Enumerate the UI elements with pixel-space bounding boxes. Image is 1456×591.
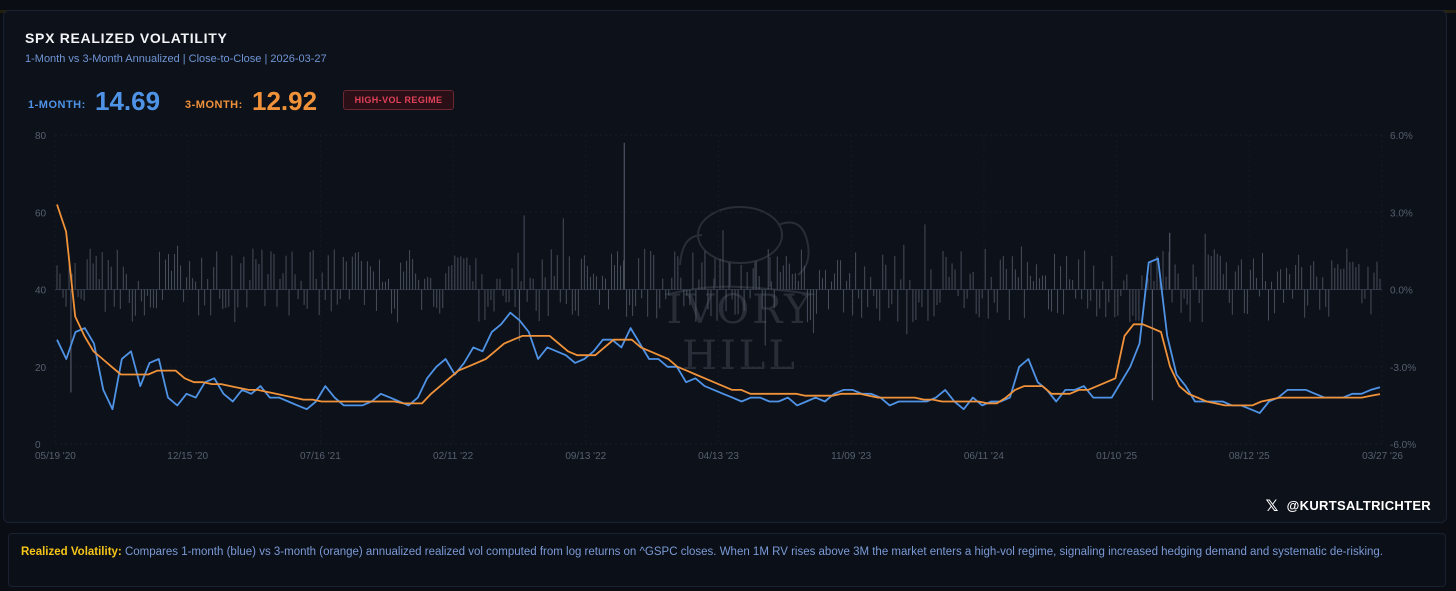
one_month-line xyxy=(56,257,1381,415)
x-tick-label: 03/27 '26 xyxy=(1362,451,1403,462)
x-tick-label: 02/11 '22 xyxy=(433,451,474,462)
y-left-tick-label: 80 xyxy=(35,131,47,142)
y-right-tick-label: -6.0% xyxy=(1390,440,1416,451)
description-key: Realized Volatility: xyxy=(21,546,122,558)
x-tick-label: 06/11 '24 xyxy=(964,451,1005,462)
chart-title: SPX REALIZED VOLATILITY xyxy=(25,30,228,46)
y-left-tick-label: 0 xyxy=(35,440,41,451)
elephant-icon xyxy=(664,206,816,296)
x-tick-label: 01/10 '25 xyxy=(1096,451,1137,462)
watermark-text: IVORY HILL xyxy=(666,287,814,379)
watermark: IVORY HILL xyxy=(610,195,870,379)
x-tick-label: 05/19 '20 xyxy=(35,451,76,462)
author-handle: 𝕏 @KURTSALTRICHTER xyxy=(1265,496,1431,515)
one-month-label: 1-MONTH: xyxy=(28,99,86,111)
y-left-tick-label: 20 xyxy=(35,363,47,374)
y-right-tick-label: 6.0% xyxy=(1390,131,1413,142)
y-right-tick-label: 3.0% xyxy=(1390,208,1413,219)
x-tick-label: 08/12 '25 xyxy=(1229,451,1270,462)
one-month-value: 14.69 xyxy=(95,86,161,116)
three-month-value: 12.92 xyxy=(252,86,318,116)
x-tick-label: 12/15 '20 xyxy=(167,451,208,462)
chart-subtitle: 1-Month vs 3-Month Annualized | Close-to… xyxy=(25,53,327,65)
handle-text: @KURTSALTRICHTER xyxy=(1286,498,1431,513)
y-right-tick-label: -3.0% xyxy=(1390,363,1416,374)
regime-badge: HIGH-VOL REGIME xyxy=(343,90,454,110)
three_month-line xyxy=(56,204,1381,407)
description-box: Realized Volatility: Compares 1-month (b… xyxy=(8,533,1446,587)
description-text: Compares 1-month (blue) vs 3-month (oran… xyxy=(124,546,1383,558)
y-left-tick-label: 40 xyxy=(35,286,47,297)
three-month-label: 3-MONTH: xyxy=(185,99,243,111)
x-tick-label: 07/16 '21 xyxy=(300,451,341,462)
x-tick-label: 09/13 '22 xyxy=(565,451,606,462)
x-logo-icon: 𝕏 xyxy=(1265,496,1279,515)
y-left-tick-label: 60 xyxy=(35,208,47,219)
x-tick-label: 11/09 '23 xyxy=(831,451,872,462)
y-right-tick-label: 0.0% xyxy=(1390,286,1413,297)
x-tick-label: 04/13 '23 xyxy=(698,451,739,462)
